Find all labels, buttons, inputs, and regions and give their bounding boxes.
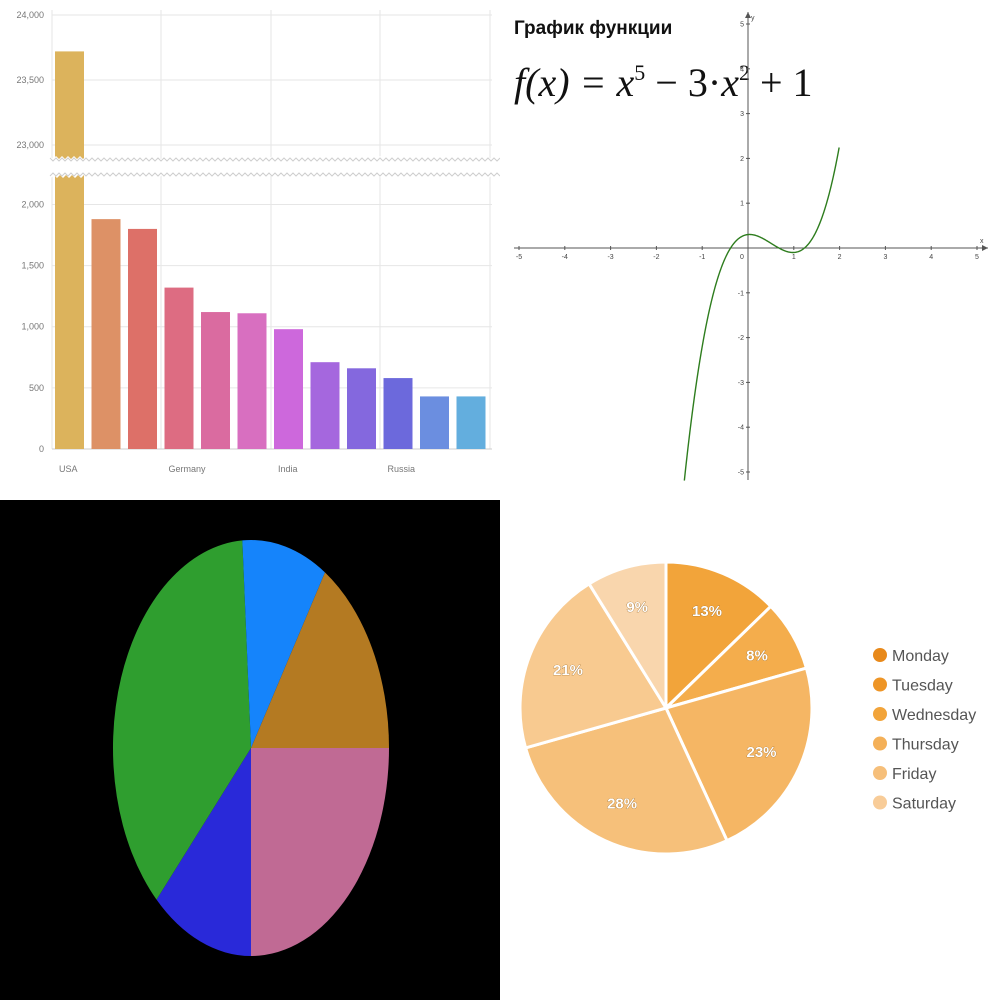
y-tick-label: 1,500 <box>21 261 44 271</box>
legend-swatch <box>873 736 887 751</box>
x-tick-label: 0 <box>740 254 744 261</box>
x-category-label: Russia <box>388 464 416 474</box>
function-graph-panel: График функции f(x) = x5 − 3·x2 + 1 -5 -4… <box>500 0 1000 500</box>
pie-slice <box>251 748 389 956</box>
pie-slice <box>242 539 325 748</box>
bar <box>91 219 121 449</box>
bar-chart-panel: 0 500 1,000 1,500 2,000 23,000 23,500 24,000 US… <box>0 0 500 500</box>
pie-slice-label: 28% <box>607 796 637 813</box>
bar <box>456 396 486 449</box>
legend-swatch <box>873 707 887 721</box>
legend-swatch <box>873 648 887 662</box>
x-tick-label: -5 <box>516 254 522 261</box>
pie-slice <box>251 572 389 748</box>
y-tick-label: 4 <box>740 66 744 73</box>
y-axis-label: y <box>751 15 755 22</box>
x-category-label: USA <box>59 464 78 474</box>
legend-swatch <box>873 677 887 692</box>
legend-label: Saturday <box>892 796 956 813</box>
pie-slice-label: 21% <box>553 662 583 679</box>
pie-slice-label: 13% <box>692 603 722 620</box>
pie-slice-label: 23% <box>746 744 776 761</box>
pie-slice <box>663 666 814 843</box>
y-tick-label: 2 <box>740 156 744 163</box>
x-tick-label: -1 <box>699 254 705 261</box>
x-tick-label: 2 <box>838 254 842 261</box>
y-tick-label: 24,000 <box>16 10 44 20</box>
y-tick-label: -4 <box>738 425 744 432</box>
axis-break-line <box>49 172 500 177</box>
y-tick-label: 3 <box>740 111 744 118</box>
x-axis-arrow <box>982 245 988 251</box>
y-tick-label: 2,000 <box>21 199 44 209</box>
legend-label: Tuesday <box>892 678 953 695</box>
y-tick-label: -1 <box>738 290 744 297</box>
legend-label: Thursday <box>892 737 959 754</box>
y-tick-label: -3 <box>738 380 744 387</box>
y-tick-label: 500 <box>29 383 44 393</box>
x-tick-label: 1 <box>792 254 796 261</box>
y-tick-label: 23,000 <box>16 140 44 150</box>
x-axis-label: x <box>980 238 984 245</box>
x-category-label: Germany <box>169 464 207 474</box>
bar <box>310 362 340 449</box>
legend-swatch <box>873 795 887 810</box>
pie-slice <box>156 748 251 956</box>
x-tick-label: 4 <box>929 254 933 261</box>
y-tick-label: 0 <box>39 444 44 454</box>
bar <box>274 329 303 449</box>
legend-label: Friday <box>892 766 936 783</box>
bar <box>55 51 84 450</box>
color-pie-panel <box>0 500 500 1000</box>
pie-slice-label: 9% <box>626 599 648 616</box>
function-graph: График функции f(x) = x5 − 3·x2 + 1 -5 -4… <box>514 12 988 481</box>
bar <box>420 396 449 449</box>
pie-slice <box>664 560 773 712</box>
y-tick-label: 23,500 <box>16 75 44 85</box>
x-tick-label: 3 <box>883 254 887 261</box>
weekday-pie-chart: 13% 8% 23% 28% 21% 9% Monday Tuesday Wednesday T… <box>518 560 976 856</box>
bar-chart: 0 500 1,000 1,500 2,000 23,000 23,500 24,000 US… <box>16 10 500 474</box>
axis-break-line <box>49 157 500 162</box>
weekday-pie-panel: 13% 8% 23% 28% 21% 9% Monday Tuesday Wednesday T… <box>500 500 1000 1000</box>
y-tick-label: 5 <box>740 22 744 29</box>
x-tick-label: 5 <box>975 254 979 261</box>
bar <box>237 313 267 449</box>
legend-label: Wednesday <box>892 707 976 724</box>
pie-slice-label: 8% <box>746 647 768 664</box>
y-tick-label: 1,000 <box>21 322 44 332</box>
pie-slice <box>587 560 668 714</box>
bar <box>201 312 230 449</box>
x-tick-label: -4 <box>562 254 568 261</box>
axis-break-band <box>45 156 500 178</box>
y-axis-arrow <box>745 12 751 18</box>
x-tick-label: -3 <box>607 254 613 261</box>
pie-slice <box>518 581 669 750</box>
graph-title: График функции <box>514 18 672 39</box>
bar <box>128 228 157 449</box>
function-curve <box>683 147 840 481</box>
y-tick-label: -2 <box>738 335 744 342</box>
graph-formula: f(x) = x5 − 3·x2 + 1 <box>514 60 813 105</box>
y-tick-label: 1 <box>740 201 744 208</box>
pie-slice <box>523 706 730 856</box>
pie-slice <box>112 540 251 900</box>
bar <box>164 287 194 449</box>
bar <box>383 378 413 449</box>
x-category-label: India <box>278 464 298 474</box>
y-tick-label: -5 <box>738 470 744 477</box>
legend-swatch <box>873 766 887 780</box>
color-pie-chart <box>112 539 389 956</box>
x-tick-label: -2 <box>653 254 659 261</box>
bar <box>347 368 376 449</box>
legend-label: Monday <box>892 648 949 665</box>
